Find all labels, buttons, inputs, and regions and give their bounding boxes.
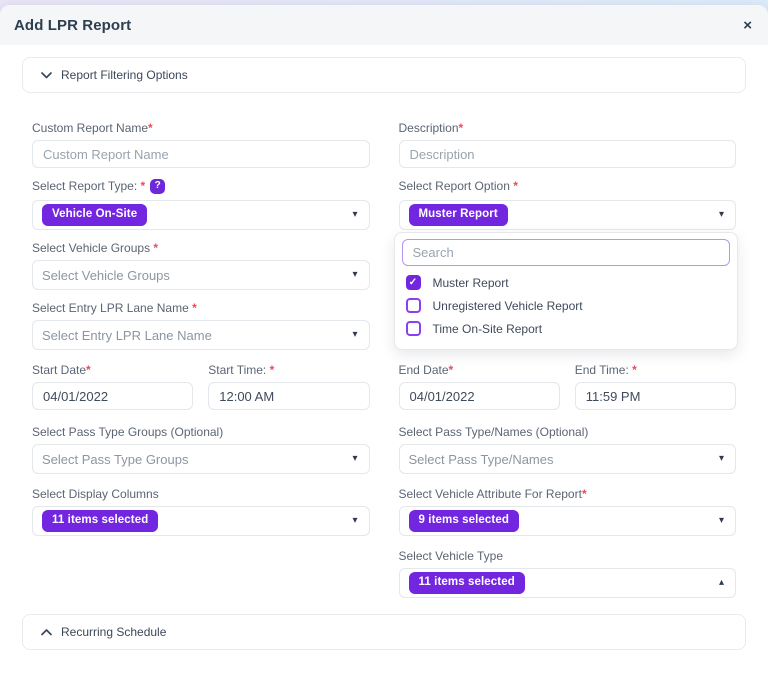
caret-down-icon: ▾ <box>352 209 358 220</box>
description-label: Description * <box>398 121 464 135</box>
pass-type-names-placeholder: Select Pass Type/Names <box>408 451 554 467</box>
pass-type-groups-select[interactable]: Select Pass Type Groups ▾ <box>32 444 370 474</box>
add-lpr-report-modal: Add LPR Report × Report Filtering Option… <box>0 5 768 676</box>
left-column: Custom Report Name* Select Report Type: … <box>32 120 370 598</box>
pass-type-groups-placeholder: Select Pass Type Groups <box>42 451 189 467</box>
end-time-label: End Time: * <box>574 363 637 377</box>
start-time-input[interactable] <box>208 382 370 410</box>
pass-type-groups-label: Select Pass Type Groups (Optional) <box>32 425 224 439</box>
custom-report-name-input[interactable] <box>32 140 370 168</box>
dropdown-option-unregistered-vehicle-report[interactable]: Unregistered Vehicle Report <box>402 294 731 317</box>
caret-down-icon: ▾ <box>352 515 358 526</box>
caret-down-icon: ▾ <box>718 453 724 464</box>
display-columns-label: Select Display Columns <box>32 487 159 501</box>
required-asterisk: * <box>86 363 91 377</box>
report-option-label: Select Report Option * <box>398 179 518 193</box>
chevron-down-icon <box>39 68 53 82</box>
start-time-label: Start Time: * <box>208 363 275 377</box>
caret-down-icon: ▾ <box>718 209 724 220</box>
pass-type-names-label: Select Pass Type/Names (Optional) <box>398 425 589 439</box>
report-type-label: Select Report Type: * ? <box>32 178 370 194</box>
description-input[interactable] <box>398 140 736 168</box>
start-date-label: Start Date * <box>32 363 91 377</box>
vehicle-type-select[interactable]: 11 items selected ▴ <box>398 568 736 598</box>
report-filtering-section-toggle[interactable]: Report Filtering Options <box>22 57 746 93</box>
dropdown-option-label: Unregistered Vehicle Report <box>432 298 583 313</box>
entry-lane-label: Select Entry LPR Lane Name * <box>32 301 197 315</box>
report-option-selected-badge: Muster Report <box>408 204 508 226</box>
required-asterisk: * <box>448 363 454 377</box>
dropdown-option-time-on-site-report[interactable]: Time On-Site Report <box>402 317 731 340</box>
search-input[interactable] <box>401 239 730 266</box>
caret-down-icon: ▾ <box>718 515 724 526</box>
caret-down-icon: ▾ <box>352 269 358 280</box>
modal-title: Add LPR Report <box>14 16 132 34</box>
checkbox-unchecked-icon[interactable] <box>405 321 421 336</box>
end-datetime-row: End Date* End Time: * <box>398 362 736 410</box>
report-option-dropdown-panel: ✓ Muster Report Unregistered Vehicle Rep… <box>393 232 738 350</box>
start-datetime-row: Start Date* Start Time: * <box>32 362 370 410</box>
close-icon[interactable]: × <box>743 16 752 34</box>
dropdown-option-muster-report[interactable]: ✓ Muster Report <box>402 271 731 294</box>
dropdown-option-label: Time On-Site Report <box>432 321 543 336</box>
vehicle-attribute-select[interactable]: 9 items selected ▾ <box>398 506 736 536</box>
required-asterisk: * <box>632 363 637 377</box>
vehicle-groups-label: Select Vehicle Groups * <box>32 241 159 255</box>
checkbox-unchecked-icon[interactable] <box>405 298 421 313</box>
vehicle-attribute-label: Select Vehicle Attribute For Report * <box>398 487 587 501</box>
report-filtering-form: Custom Report Name* Select Report Type: … <box>22 120 746 598</box>
right-column: Description* Select Report Option * Must… <box>393 120 738 598</box>
report-type-selected-badge: Vehicle On-Site <box>42 204 148 226</box>
modal-body: Report Filtering Options Custom Report N… <box>0 45 768 676</box>
entry-lane-placeholder: Select Entry LPR Lane Name <box>42 327 212 343</box>
section-label: Report Filtering Options <box>61 68 188 82</box>
report-option-select[interactable]: Muster Report ▾ <box>398 200 736 230</box>
chevron-up-icon <box>39 625 53 639</box>
recurring-schedule-section-toggle[interactable]: Recurring Schedule <box>22 614 746 650</box>
dropdown-option-label: Muster Report <box>432 275 509 290</box>
entry-lane-select[interactable]: Select Entry LPR Lane Name ▾ <box>32 320 370 350</box>
required-asterisk: * <box>148 121 153 135</box>
required-asterisk: * <box>153 241 159 255</box>
required-asterisk: * <box>269 363 275 377</box>
required-asterisk: * <box>513 179 518 193</box>
start-date-input[interactable] <box>32 382 194 410</box>
display-columns-select[interactable]: 11 items selected ▾ <box>32 506 370 536</box>
end-date-label: End Date * <box>398 363 454 377</box>
required-asterisk: * <box>581 487 587 501</box>
pass-type-names-select[interactable]: Select Pass Type/Names ▾ <box>398 444 736 474</box>
vehicle-type-label: Select Vehicle Type <box>398 549 504 563</box>
section-label: Recurring Schedule <box>61 625 167 639</box>
end-time-input[interactable] <box>574 382 736 410</box>
custom-report-name-label: Custom Report Name * <box>32 121 153 135</box>
help-icon[interactable]: ? <box>150 178 166 194</box>
required-asterisk: * <box>140 179 146 193</box>
modal-header: Add LPR Report × <box>0 5 768 45</box>
caret-up-icon: ▴ <box>718 577 724 588</box>
required-asterisk: * <box>192 301 197 315</box>
caret-down-icon: ▾ <box>352 329 358 340</box>
vehicle-groups-select[interactable]: Select Vehicle Groups ▾ <box>32 260 370 290</box>
vehicle-attribute-selected-badge: 9 items selected <box>408 510 519 532</box>
checkbox-checked-icon[interactable]: ✓ <box>405 275 421 290</box>
report-option-dropdown-area: Select Exit LPR Lane Name ✓ Muster Repor… <box>393 230 738 350</box>
vehicle-groups-placeholder: Select Vehicle Groups <box>42 267 170 283</box>
caret-down-icon: ▾ <box>352 453 358 464</box>
display-columns-selected-badge: 11 items selected <box>42 510 159 532</box>
vehicle-type-selected-badge: 11 items selected <box>408 572 525 594</box>
end-date-input[interactable] <box>398 382 560 410</box>
report-type-select[interactable]: Vehicle On-Site ▾ <box>32 200 370 230</box>
required-asterisk: * <box>458 121 464 135</box>
